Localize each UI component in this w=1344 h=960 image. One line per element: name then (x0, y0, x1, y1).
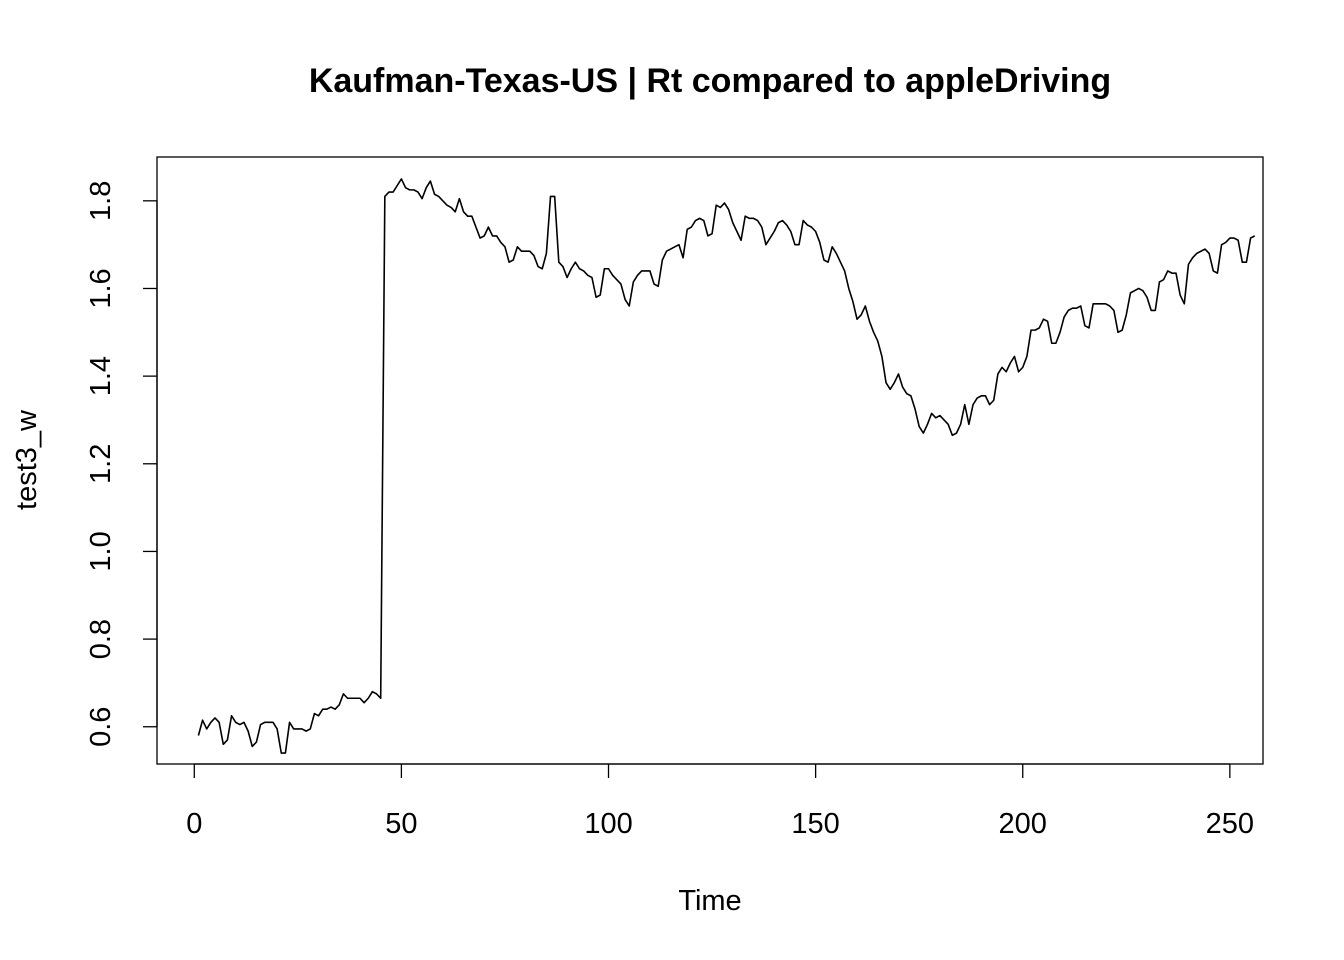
y-tick-label: 1.2 (85, 444, 117, 484)
x-tick-label: 250 (1206, 808, 1254, 840)
y-tick-label: 1.6 (85, 268, 117, 308)
y-tick-label: 0.8 (85, 619, 117, 659)
chart-title: Kaufman-Texas-US | Rt compared to appleD… (309, 62, 1111, 100)
series-line (197, 178, 1256, 754)
x-tick-label: 200 (999, 808, 1047, 840)
y-axis-label: test3_w (11, 409, 43, 510)
x-tick-label: 50 (385, 808, 417, 840)
x-tick-label: 150 (791, 808, 839, 840)
y-tick-label: 1.0 (85, 531, 117, 571)
y-tick-label: 1.8 (85, 181, 117, 221)
x-axis-label: Time (678, 885, 741, 917)
plot-frame (156, 156, 1264, 765)
y-tick-label: 1.4 (85, 356, 117, 396)
x-tick-label: 100 (584, 808, 632, 840)
y-tick-label: 0.6 (85, 707, 117, 747)
x-tick-label: 0 (186, 808, 202, 840)
y-axis: 0.6 0.8 1.0 1.2 1.4 1.6 1.8 (85, 181, 158, 747)
x-axis: 0 50 100 150 200 250 (186, 763, 1254, 840)
